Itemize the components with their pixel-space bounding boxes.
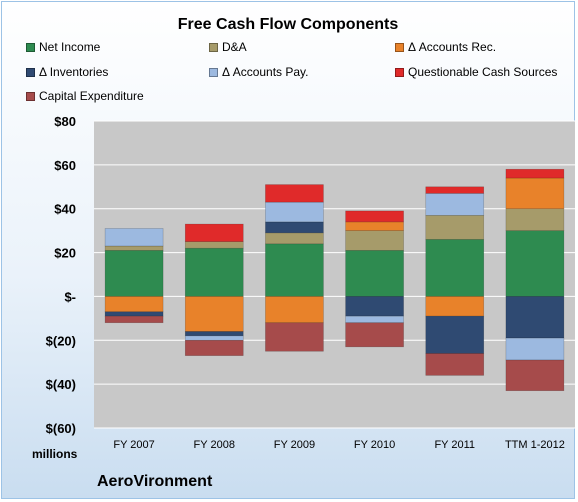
legend-label: Δ Accounts Rec. xyxy=(408,40,497,54)
bar-segment xyxy=(505,208,565,231)
bar-segment xyxy=(265,201,324,223)
bar-segment xyxy=(425,214,485,240)
y-tick-label: $- xyxy=(64,289,76,304)
legend-item-net-income: Net Income xyxy=(26,40,100,54)
bar-segment xyxy=(425,315,485,354)
legend-label: Questionable Cash Sources xyxy=(408,65,558,79)
legend-label: Δ Inventories xyxy=(39,65,109,79)
legend-swatch xyxy=(395,42,404,52)
chart-title: Free Cash Flow Components xyxy=(177,16,399,33)
y-tick-label: $40 xyxy=(54,202,76,217)
bar-segment xyxy=(265,322,324,352)
bar-segment xyxy=(265,243,324,297)
y-tick-label: $60 xyxy=(54,158,76,173)
bar-segment xyxy=(184,331,244,337)
bar-segment xyxy=(505,230,565,297)
bar-segment xyxy=(265,296,324,324)
legend-swatch xyxy=(26,42,35,52)
bar-segment xyxy=(184,241,244,249)
bar-segment xyxy=(345,221,404,231)
bar-segment xyxy=(505,359,565,392)
bar-segment xyxy=(505,337,565,361)
company-name: AeroVironment xyxy=(97,473,213,490)
plot-area xyxy=(94,121,575,428)
bar-segment xyxy=(425,296,485,317)
bar-segment xyxy=(104,311,164,317)
legend-label: Capital Expenditure xyxy=(39,89,144,103)
y-tick-label: $80 xyxy=(54,114,76,129)
bar-segment xyxy=(184,335,244,341)
bar-segment xyxy=(104,228,164,247)
bar-segment xyxy=(505,168,565,179)
legend-item-inventories: Δ Inventories xyxy=(26,65,108,79)
legend-label: D&A xyxy=(222,40,247,54)
bar-segment xyxy=(345,250,404,297)
bar-segment xyxy=(104,245,164,251)
units-label: millions xyxy=(32,447,78,461)
bar-segment xyxy=(104,315,164,324)
bar-segment xyxy=(345,230,404,251)
legend-label: Net Income xyxy=(39,40,101,54)
bar-segment xyxy=(345,322,404,348)
y-tick-label: $(20) xyxy=(46,333,76,348)
bar-segment xyxy=(265,221,324,234)
x-tick-label: TTM 1-2012 xyxy=(505,439,565,451)
x-tick-label: FY 2011 xyxy=(434,439,475,451)
x-tick-label: FY 2008 xyxy=(194,439,235,451)
x-tick-label: FY 2009 xyxy=(274,439,315,451)
bar-segment xyxy=(265,184,324,203)
legend-item-capex: Capital Expenditure xyxy=(26,89,144,103)
bar-segment xyxy=(425,239,485,297)
legend-item-accounts-rec: Δ Accounts Rec. xyxy=(395,40,496,54)
bar-segment xyxy=(104,296,164,313)
legend-item-questionable: Questionable Cash Sources xyxy=(395,65,557,79)
bar-segment xyxy=(184,339,244,356)
bar-segment xyxy=(425,353,485,376)
bar-segment xyxy=(265,232,324,245)
bar-segment xyxy=(104,250,164,297)
legend-swatch xyxy=(209,67,218,77)
y-tick-label: $(60) xyxy=(46,421,76,436)
bar-segment xyxy=(345,210,404,223)
legend-swatch xyxy=(26,91,35,101)
legend-swatch xyxy=(395,67,404,77)
bar-segment xyxy=(184,223,244,242)
legend-swatch xyxy=(26,67,35,77)
x-tick-label: FY 2010 xyxy=(354,439,395,451)
y-tick-label: $(40) xyxy=(46,377,76,392)
y-tick-label: $20 xyxy=(54,246,76,261)
legend-swatch xyxy=(209,42,218,52)
bar-segment xyxy=(184,296,244,332)
bar-segment xyxy=(184,247,244,297)
bar-segment xyxy=(345,315,404,324)
bar-segment xyxy=(425,186,485,194)
legend-item-da: D&A xyxy=(209,40,247,54)
legend-label: Δ Accounts Pay. xyxy=(222,65,309,79)
legend-item-accounts-pay: Δ Accounts Pay. xyxy=(209,65,309,79)
x-tick-label: FY 2007 xyxy=(113,439,154,451)
bar-segment xyxy=(425,193,485,216)
bar-segment xyxy=(505,296,565,339)
bar-segment xyxy=(345,296,404,317)
bar-segment xyxy=(505,177,565,210)
